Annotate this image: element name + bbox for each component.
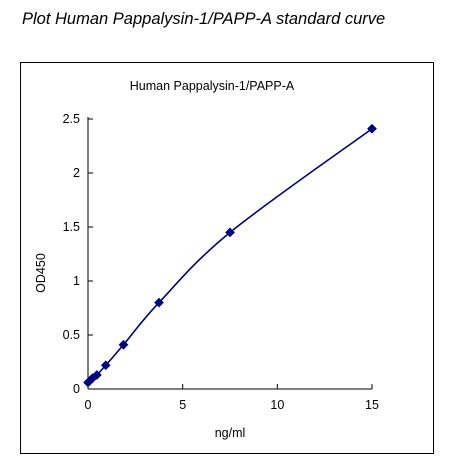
x-tick-label: 5: [179, 398, 186, 412]
x-tick-label: 10: [270, 398, 284, 412]
axes: [87, 117, 372, 390]
data-point-marker: [154, 297, 164, 308]
page-title: Plot Human Pappalysin-1/PAPP-A standard …: [22, 10, 386, 28]
data-point-marker: [225, 227, 235, 238]
y-axis-label: OD450: [34, 253, 48, 293]
y-tick-label: 1.5: [63, 220, 80, 234]
data-point-marker: [91, 370, 102, 380]
x-tick-label: 0: [85, 398, 92, 412]
x-tick-label: 15: [365, 398, 379, 412]
data-point-marker: [118, 339, 129, 350]
y-tick-label: 2: [73, 166, 80, 180]
y-tick-label: 0.5: [63, 328, 80, 342]
standard-curve-chart: Human Pappalysin-1/PAPP-A 0 0.5 1 1.5 2 2.5 0 5…: [34, 79, 379, 440]
axis-ticks: 0 0.5 1 1.5 2 2.5 0 5 10 15: [63, 112, 379, 412]
data-point-marker: [367, 123, 377, 134]
y-tick-label: 0: [73, 382, 80, 396]
data-point-marker: [100, 360, 111, 371]
data-points: [83, 123, 377, 388]
y-tick-label: 1: [73, 274, 80, 288]
chart-frame: Human Pappalysin-1/PAPP-A 0 0.5 1 1.5 2 2.5 0 5…: [20, 62, 434, 454]
chart-title: Human Pappalysin-1/PAPP-A: [130, 79, 295, 93]
fit-curve-line: [87, 128, 373, 384]
y-tick-label: 2.5: [63, 112, 80, 126]
x-axis-label: ng/ml: [215, 426, 246, 440]
